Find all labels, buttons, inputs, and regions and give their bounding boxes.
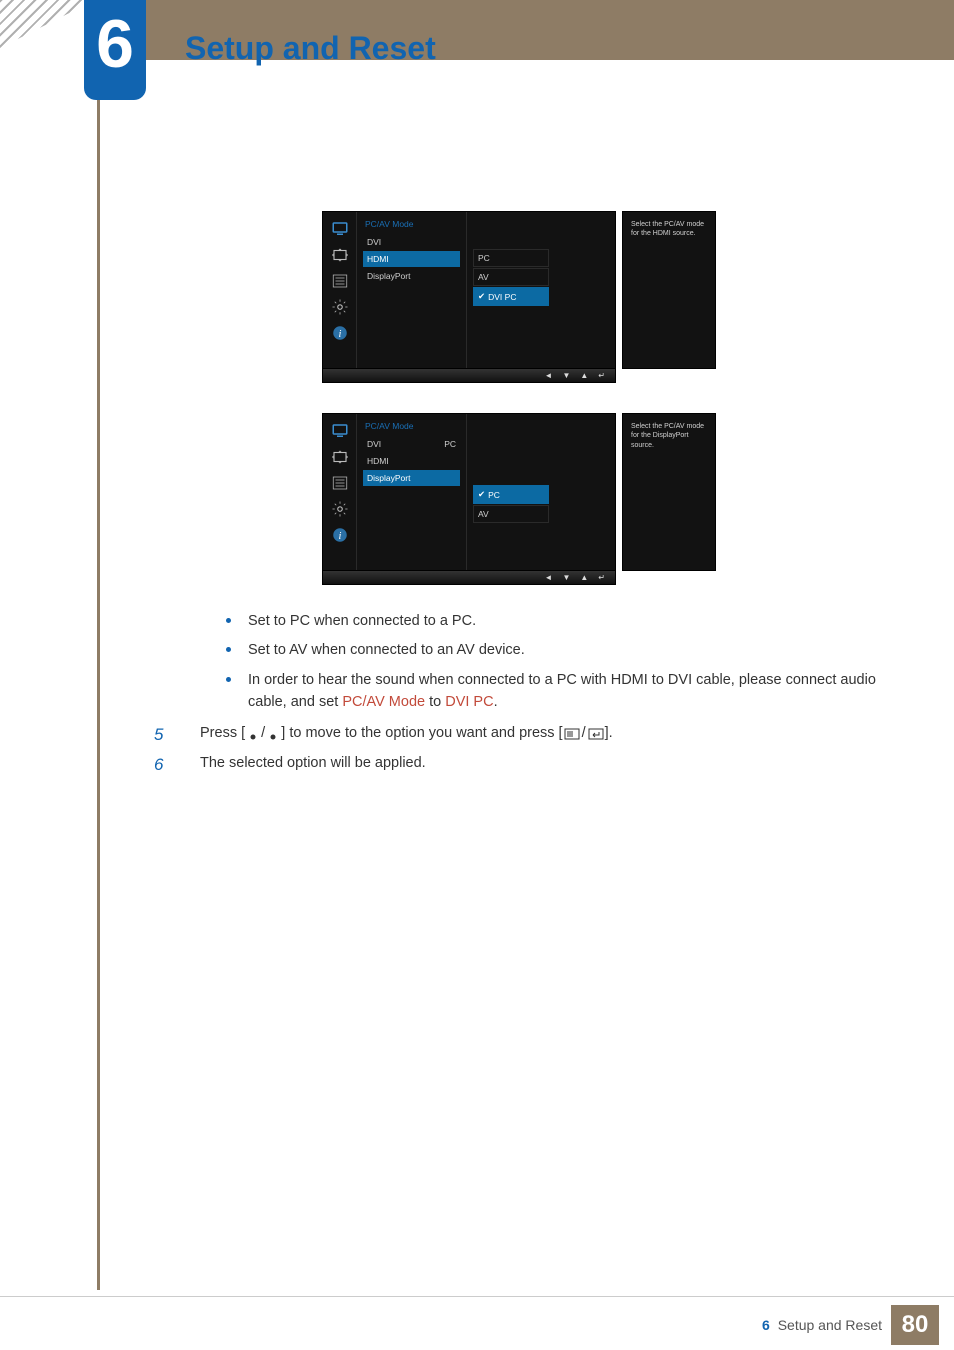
step-text: / (582, 725, 586, 741)
nav-up-icon: ▲ (580, 573, 588, 582)
monitor-icon (331, 220, 349, 238)
osd-submenu-item: ✔DVI PC (473, 287, 549, 306)
step-text: / (257, 725, 269, 741)
bullet-text: Set to PC when connected to a PC. (248, 613, 476, 629)
footer-chapter-title: Setup and Reset (778, 1317, 882, 1333)
resize-icon (331, 448, 349, 466)
pcav-mode-label: PC/AV Mode (342, 694, 425, 710)
osd-nav-bar: ◄ ▼ ▲ ↵ (322, 571, 616, 585)
osd-menu-title: PC/AV Mode (361, 419, 462, 435)
bullet-item: Set to PC when connected to a PC. (220, 610, 900, 632)
chapter-title: Setup and Reset (185, 30, 436, 67)
osd-menu-item: DisplayPort (363, 470, 460, 486)
osd-nav-bar: ◄ ▼ ▲ ↵ (322, 369, 616, 383)
gear-icon (331, 500, 349, 518)
page-footer: 6 Setup and Reset 80 (0, 1296, 954, 1350)
step-number: 5 (154, 722, 163, 748)
page-number: 80 (891, 1305, 939, 1345)
osd-menu-item: DVIPC (363, 436, 460, 452)
osd-submenu-item: ✔PC (473, 485, 549, 504)
dvi-pc-label: DVI PC (445, 694, 493, 710)
step-5: 5 Press [ / ] to move to the option you … (200, 722, 900, 744)
info-icon: i (331, 526, 349, 544)
bullet-text: to (425, 694, 445, 710)
nav-enter-icon: ↵ (598, 371, 605, 380)
nav-up-icon: ▲ (580, 371, 588, 380)
osd-submenu-item: AV (473, 505, 549, 523)
osd-submenu-item: AV (473, 268, 549, 286)
chapter-number: 6 (96, 10, 134, 78)
step-text: Press [ (200, 725, 249, 741)
monitor-icon (331, 422, 349, 440)
dot-icon (270, 734, 276, 740)
footer-breadcrumb: 6 Setup and Reset (762, 1317, 882, 1333)
nav-left-icon: ◄ (545, 573, 553, 582)
body-content: Set to PC when connected to a PC. Set to… (200, 610, 900, 775)
nav-enter-icon: ↵ (598, 573, 605, 582)
osd-menu-item: HDMI (363, 453, 460, 469)
bullet-item: In order to hear the sound when connecte… (220, 669, 900, 714)
bullet-text: Set to AV when connected to an AV device… (248, 642, 525, 658)
osd-help-text: Select the PC/AV mode for the DisplayPor… (622, 413, 716, 571)
gear-icon (331, 298, 349, 316)
corner-hatch (0, 0, 95, 48)
nav-left-icon: ◄ (545, 371, 553, 380)
nav-down-icon: ▼ (562, 371, 570, 380)
osd-menu-item: DVI (363, 234, 460, 250)
svg-text:i: i (338, 329, 341, 340)
menu-icon (564, 728, 580, 740)
osd-screenshot-hdmi: i PC/AV Mode DVIHDMIDisplayPort PCAV✔DVI… (322, 211, 616, 383)
osd-menu-item: HDMI (363, 251, 460, 267)
list-icon (331, 272, 349, 290)
osd-help-text: Select the PC/AV mode for the HDMI sourc… (622, 211, 716, 369)
info-icon: i (331, 324, 349, 342)
step-6: 6 The selected option will be applied. (200, 752, 900, 774)
chapter-tab: 6 (84, 0, 146, 100)
osd-submenu-item: PC (473, 249, 549, 267)
step-text: ] to move to the option you want and pre… (277, 725, 562, 741)
footer-chapter-number: 6 (762, 1317, 770, 1333)
osd-screenshot-displayport: i PC/AV Mode DVIPCHDMIDisplayPort ✔PCAV … (322, 413, 616, 585)
osd-menu-title: PC/AV Mode (361, 217, 462, 233)
dot-icon (250, 734, 256, 740)
bullet-item: Set to AV when connected to an AV device… (220, 639, 900, 661)
step-text: The selected option will be applied. (200, 755, 426, 771)
resize-icon (331, 246, 349, 264)
step-text: ]. (605, 725, 613, 741)
svg-text:i: i (338, 531, 341, 542)
bullet-text: . (494, 694, 498, 710)
enter-icon (588, 728, 604, 740)
step-number: 6 (154, 752, 163, 778)
osd-tab-icons: i (323, 212, 357, 368)
osd-tab-icons: i (323, 414, 357, 570)
side-rule (97, 100, 100, 1290)
nav-down-icon: ▼ (562, 573, 570, 582)
list-icon (331, 474, 349, 492)
osd-menu-item: DisplayPort (363, 268, 460, 284)
